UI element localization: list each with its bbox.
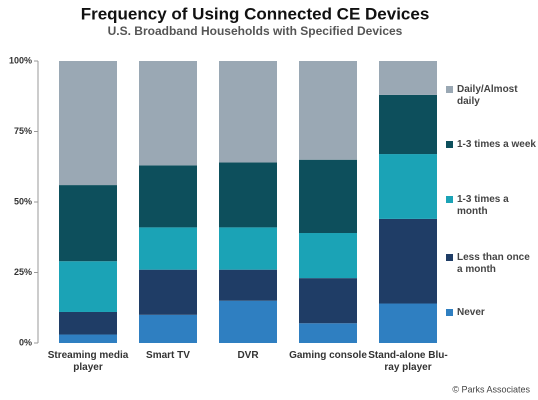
legend-swatch bbox=[446, 309, 453, 316]
x-tick-label: Stand-alone Blu-ray player bbox=[368, 350, 448, 373]
bar-segment bbox=[299, 278, 357, 324]
legend-swatch bbox=[446, 254, 453, 261]
bar-segment bbox=[139, 61, 197, 166]
bar-segment bbox=[219, 61, 277, 163]
legend-swatch bbox=[446, 86, 453, 93]
x-tick-label: Smart TV bbox=[146, 350, 190, 361]
chart-subtitle: U.S. Broadband Households with Specified… bbox=[108, 24, 403, 38]
x-tick-label: DVR bbox=[237, 350, 259, 361]
bar-segment bbox=[219, 162, 277, 228]
y-tick-label: 75% bbox=[14, 126, 32, 136]
bar-segment bbox=[139, 269, 197, 315]
y-tick-label: 50% bbox=[14, 196, 32, 206]
bar-segment bbox=[59, 61, 117, 186]
bar-segment bbox=[219, 227, 277, 270]
legend-label: Never bbox=[457, 307, 485, 318]
bar-segment bbox=[379, 218, 437, 304]
bar-segment bbox=[379, 61, 437, 95]
bar-segment bbox=[139, 227, 197, 270]
bar-segment bbox=[379, 94, 437, 155]
bar-segment bbox=[59, 261, 117, 312]
bar-segment bbox=[379, 154, 437, 219]
y-tick-label: 0% bbox=[19, 337, 32, 347]
legend-swatch bbox=[446, 141, 453, 148]
x-tick-label: Gaming console bbox=[289, 350, 367, 361]
bar-segment bbox=[299, 61, 357, 160]
legend-label: Daily/Almost daily bbox=[457, 84, 518, 107]
y-tick-label: 100% bbox=[9, 55, 32, 65]
chart-title: Frequency of Using Connected CE Devices bbox=[81, 4, 430, 23]
bar-segment bbox=[379, 303, 437, 343]
legend-label: Less than once a month bbox=[457, 252, 530, 275]
bar-segment bbox=[59, 334, 117, 343]
bar-segment bbox=[299, 159, 357, 234]
bar-segment bbox=[139, 165, 197, 228]
legend-label: 1-3 times a week bbox=[457, 139, 536, 150]
x-tick-label: Streaming media player bbox=[47, 350, 129, 373]
bar-segment bbox=[59, 311, 117, 335]
source: © Parks Associates bbox=[452, 384, 530, 394]
bar-segment bbox=[139, 314, 197, 343]
bar-segment bbox=[299, 323, 357, 343]
bar-segment bbox=[59, 185, 117, 262]
bar-segment bbox=[219, 269, 277, 301]
y-tick-label: 25% bbox=[14, 267, 32, 277]
bar-segment bbox=[219, 300, 277, 343]
legend-swatch bbox=[446, 196, 453, 203]
bar-segment bbox=[299, 233, 357, 279]
legend-label: 1-3 times a month bbox=[457, 194, 509, 217]
